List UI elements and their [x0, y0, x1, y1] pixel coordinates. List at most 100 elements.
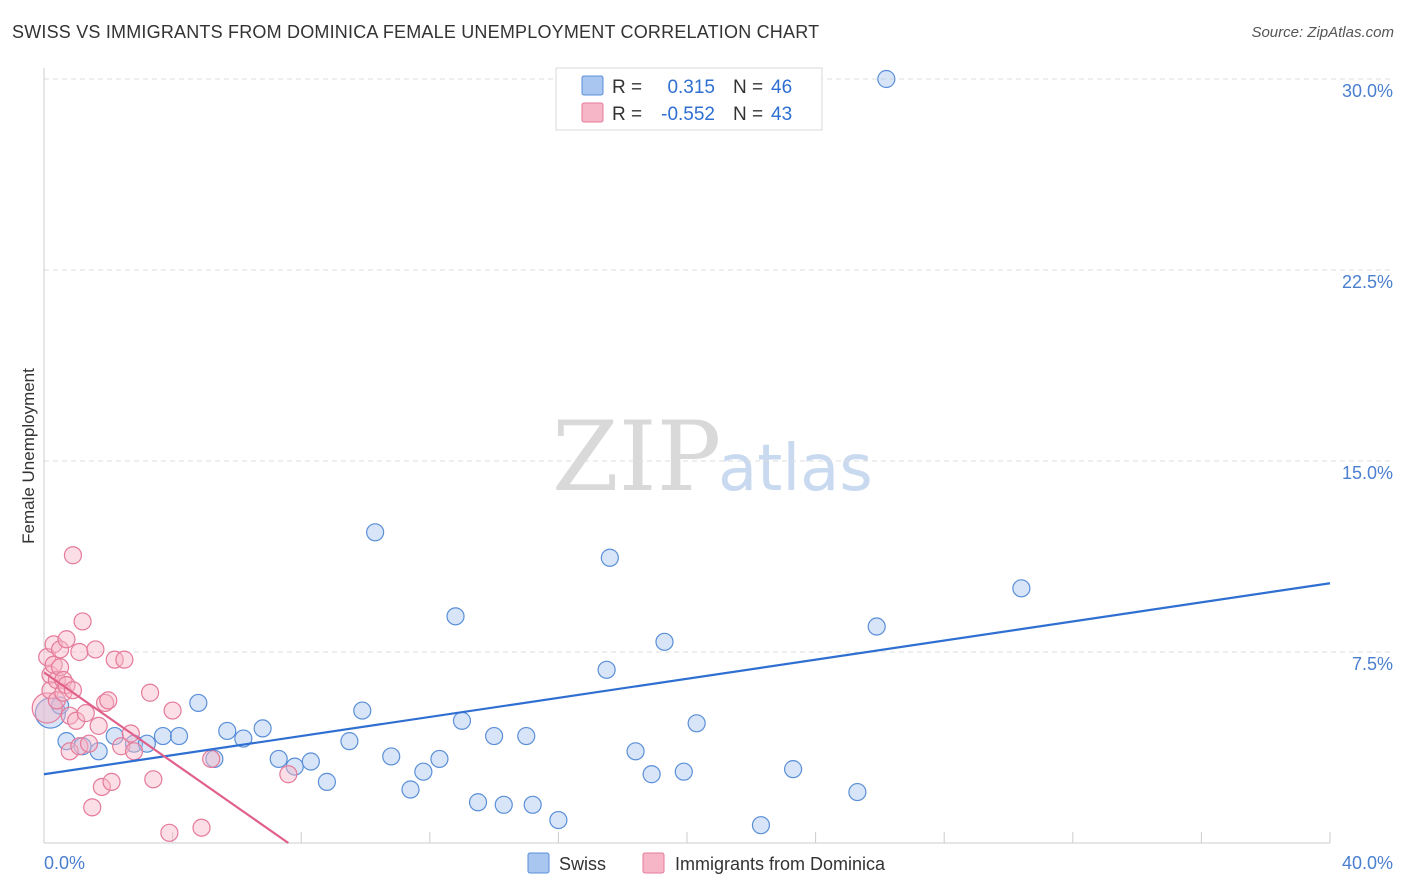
swiss-point — [848, 782, 867, 802]
swiss-point — [877, 69, 896, 89]
legend-swiss-r-label: R = — [612, 77, 642, 98]
source-label: Source: ZipAtlas.com — [1251, 24, 1394, 41]
dominica-point — [99, 691, 118, 710]
bottom-legend-dominica-label: Immigrants from Dominica — [675, 854, 886, 874]
swiss-point — [1012, 579, 1031, 598]
dominica-point — [144, 770, 163, 789]
dominica-point — [83, 798, 102, 817]
dominica-point — [95, 693, 115, 713]
series-legend: Swiss Immigrants from Dominica — [527, 852, 886, 874]
swiss-point — [642, 765, 661, 784]
dominica-point — [102, 772, 121, 791]
x-tick-label-min: 0.0% — [44, 853, 85, 873]
legend-swiss-swatch — [581, 75, 604, 96]
swiss-point — [600, 548, 619, 567]
swiss-point — [218, 721, 237, 741]
swiss-point — [751, 816, 771, 835]
y-tick-label: 7.5% — [1352, 654, 1393, 674]
bottom-legend-swiss-swatch — [527, 852, 550, 874]
watermark: ZIP atlas — [552, 401, 873, 513]
swiss-point — [494, 795, 513, 814]
swiss-point — [485, 726, 504, 746]
legend-dominica-swatch — [581, 102, 604, 123]
swiss-point — [189, 693, 208, 713]
y-tick-label: 30.0% — [1342, 81, 1393, 101]
dominica-point — [163, 701, 182, 720]
legend-dominica-r-label: R = — [612, 104, 642, 125]
swiss-point — [867, 617, 886, 636]
dominica-points — [31, 546, 298, 842]
dominica-point — [92, 777, 111, 797]
swiss-point — [401, 780, 420, 799]
swiss-point — [468, 793, 488, 812]
swiss-point — [430, 749, 449, 769]
swiss-point — [783, 760, 803, 779]
dominica-trend-line — [43, 671, 289, 844]
y-tick-label: 15.0% — [1342, 463, 1393, 483]
dominica-point — [47, 691, 66, 710]
legend-swiss-n-value: 46 — [771, 77, 792, 98]
swiss-point — [523, 795, 542, 814]
swiss-point — [382, 747, 401, 766]
grid-lines — [44, 78, 1393, 653]
swiss-point — [317, 772, 337, 791]
swiss-point — [169, 726, 189, 746]
chart-title: SWISS VS IMMIGRANTS FROM DOMINICA FEMALE… — [12, 22, 820, 42]
swiss-point — [153, 726, 173, 746]
y-axis-label: Female Unemployment — [19, 368, 38, 544]
dominica-point — [57, 630, 76, 649]
swiss-point — [452, 711, 472, 730]
dominica-point — [60, 742, 79, 761]
dominica-point — [86, 640, 105, 659]
x-tick-label-max: 40.0% — [1342, 853, 1393, 873]
dominica-point — [67, 711, 86, 730]
dominica-point — [63, 546, 83, 565]
legend-swiss-n-label: N = — [733, 77, 763, 98]
y-tick-labels: 7.5% 15.0% 22.5% 30.0% — [1342, 81, 1393, 674]
dominica-point — [160, 823, 179, 842]
x-tick-marks — [172, 832, 1331, 843]
swiss-point — [597, 660, 616, 679]
watermark-atlas: atlas — [718, 432, 873, 506]
swiss-point — [234, 729, 253, 748]
swiss-point — [414, 762, 433, 781]
swiss-point — [353, 701, 372, 720]
swiss-point — [674, 762, 693, 781]
dominica-point — [73, 612, 92, 631]
swiss-point — [517, 726, 536, 746]
swiss-point — [301, 752, 320, 771]
swiss-point — [340, 732, 359, 751]
dominica-point — [70, 642, 89, 662]
watermark-zip: ZIP — [552, 401, 721, 513]
correlation-legend: R = 0.315 N = 46 R = -0.552 N = 43 — [555, 67, 823, 131]
legend-swiss-r-value: 0.315 — [667, 77, 715, 98]
dominica-point — [192, 818, 211, 837]
dominica-point — [50, 640, 70, 659]
legend-dominica-n-label: N = — [733, 104, 763, 125]
dominica-point — [31, 692, 63, 724]
swiss-point — [269, 749, 288, 769]
swiss-point — [655, 632, 674, 651]
swiss-point — [366, 523, 385, 542]
swiss-point — [89, 742, 108, 761]
swiss-point — [626, 742, 645, 761]
dominica-point — [115, 650, 134, 669]
dominica-point — [89, 716, 108, 735]
bottom-legend-swiss-label: Swiss — [559, 854, 606, 874]
legend-dominica-n-value: 43 — [771, 104, 792, 125]
dominica-point — [76, 704, 95, 723]
dominica-point — [140, 683, 160, 702]
swiss-points — [34, 69, 1031, 835]
dominica-point — [124, 742, 144, 761]
legend-dominica-r-value: -0.552 — [661, 104, 715, 125]
swiss-point — [687, 714, 706, 733]
dominica-point — [79, 734, 99, 753]
dominica-point — [105, 650, 124, 669]
swiss-point — [446, 607, 465, 626]
dominica-point — [279, 765, 298, 784]
swiss-point — [285, 757, 304, 776]
swiss-point — [549, 810, 568, 830]
swiss-trend-line — [43, 582, 1331, 776]
dominica-point — [202, 749, 221, 769]
